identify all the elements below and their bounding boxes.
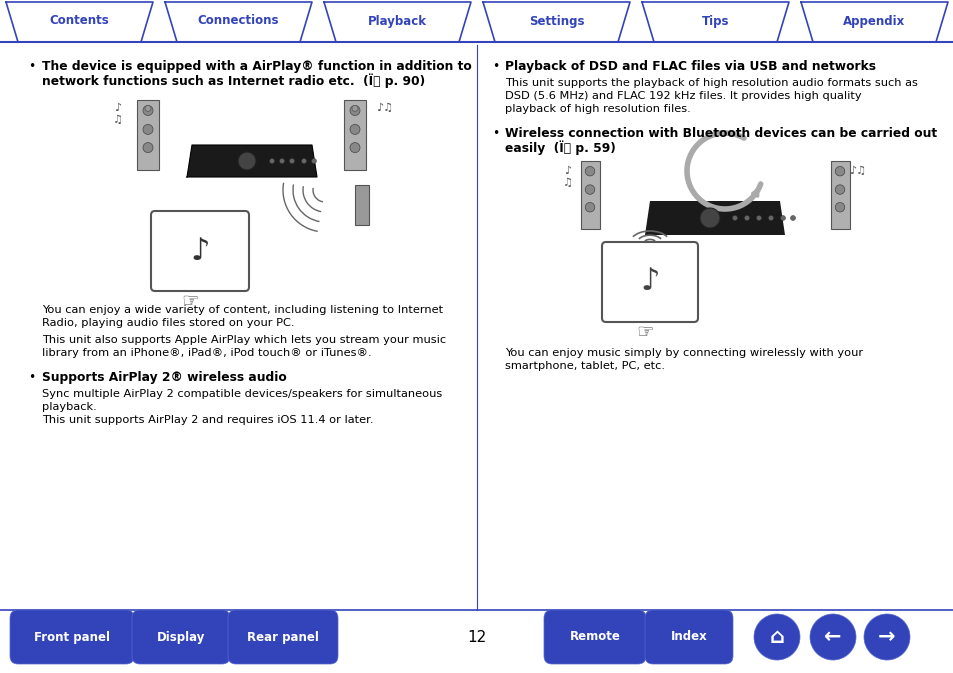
- Text: You can enjoy a wide variety of content, including listening to Internet: You can enjoy a wide variety of content,…: [42, 305, 442, 315]
- Circle shape: [237, 152, 255, 170]
- Text: DSD (5.6 MHz) and FLAC 192 kHz files. It provides high quality: DSD (5.6 MHz) and FLAC 192 kHz files. It…: [504, 91, 861, 101]
- Circle shape: [350, 125, 359, 135]
- Circle shape: [584, 185, 594, 194]
- Circle shape: [352, 106, 357, 112]
- Text: •: •: [492, 127, 498, 140]
- Polygon shape: [644, 201, 784, 235]
- FancyBboxPatch shape: [151, 211, 249, 291]
- Circle shape: [809, 614, 855, 660]
- Circle shape: [350, 106, 359, 116]
- Circle shape: [143, 125, 152, 135]
- Circle shape: [863, 614, 909, 660]
- Text: Tips: Tips: [701, 15, 728, 28]
- Text: Appendix: Appendix: [842, 15, 904, 28]
- Text: playback.: playback.: [42, 402, 96, 412]
- Polygon shape: [482, 2, 629, 42]
- Text: ☞: ☞: [636, 323, 653, 342]
- Text: 12: 12: [467, 629, 486, 645]
- Circle shape: [743, 215, 749, 221]
- Circle shape: [269, 159, 274, 164]
- Polygon shape: [641, 2, 788, 42]
- Text: Rear panel: Rear panel: [247, 631, 318, 643]
- Text: This unit supports the playback of high resolution audio formats such as: This unit supports the playback of high …: [504, 78, 917, 88]
- Polygon shape: [165, 2, 312, 42]
- Text: ♪
♫: ♪ ♫: [562, 166, 573, 188]
- Text: This unit supports AirPlay 2 and requires iOS 11.4 or later.: This unit supports AirPlay 2 and require…: [42, 415, 374, 425]
- Circle shape: [145, 106, 151, 112]
- Polygon shape: [6, 2, 152, 42]
- Text: Wireless connection with Bluetooth devices can be carried out: Wireless connection with Bluetooth devic…: [504, 127, 936, 140]
- Text: Supports AirPlay 2® wireless audio: Supports AirPlay 2® wireless audio: [42, 371, 287, 384]
- Circle shape: [301, 159, 306, 164]
- Text: ♪: ♪: [190, 236, 210, 266]
- Text: ♪♫: ♪♫: [848, 166, 865, 176]
- Text: ☞: ☞: [181, 292, 198, 311]
- Text: Index: Index: [670, 631, 706, 643]
- Text: ♪
♫: ♪ ♫: [112, 103, 123, 125]
- Bar: [344, 100, 366, 170]
- Circle shape: [143, 106, 152, 116]
- Text: Sync multiple AirPlay 2 compatible devices/speakers for simultaneous: Sync multiple AirPlay 2 compatible devic…: [42, 389, 442, 399]
- FancyBboxPatch shape: [644, 610, 732, 664]
- Polygon shape: [801, 2, 947, 42]
- Text: ←: ←: [823, 627, 841, 647]
- Text: ⌂: ⌂: [769, 627, 783, 647]
- Circle shape: [835, 166, 843, 176]
- Text: easily  (Ï p. 59): easily (Ï p. 59): [504, 140, 615, 155]
- FancyBboxPatch shape: [601, 242, 698, 322]
- Circle shape: [835, 203, 843, 212]
- Circle shape: [312, 159, 316, 164]
- Bar: [355, 185, 369, 225]
- Circle shape: [835, 185, 843, 194]
- Circle shape: [756, 215, 760, 221]
- Circle shape: [700, 208, 720, 228]
- Text: Radio, playing audio files stored on your PC.: Radio, playing audio files stored on you…: [42, 318, 294, 328]
- Bar: [830, 161, 849, 229]
- Bar: [580, 161, 599, 229]
- Circle shape: [350, 143, 359, 153]
- Text: Contents: Contents: [50, 15, 110, 28]
- Text: •: •: [492, 60, 498, 73]
- Text: Display: Display: [156, 631, 205, 643]
- FancyBboxPatch shape: [132, 610, 230, 664]
- Circle shape: [780, 215, 784, 221]
- Circle shape: [790, 215, 795, 221]
- Text: ♪♫: ♪♫: [376, 103, 394, 113]
- Text: You can enjoy music simply by connecting wirelessly with your: You can enjoy music simply by connecting…: [504, 348, 862, 358]
- Text: Front panel: Front panel: [34, 631, 110, 643]
- Text: •: •: [28, 60, 35, 73]
- Text: Remote: Remote: [569, 631, 619, 643]
- Bar: [137, 100, 159, 170]
- Circle shape: [289, 159, 294, 164]
- Text: Playback of DSD and FLAC files via USB and networks: Playback of DSD and FLAC files via USB a…: [504, 60, 875, 73]
- Text: playback of high resolution files.: playback of high resolution files.: [504, 104, 690, 114]
- Text: network functions such as Internet radio etc.  (Ï p. 90): network functions such as Internet radio…: [42, 73, 425, 87]
- FancyBboxPatch shape: [543, 610, 645, 664]
- Text: smartphone, tablet, PC, etc.: smartphone, tablet, PC, etc.: [504, 361, 664, 371]
- Text: •: •: [28, 371, 35, 384]
- Text: This unit also supports Apple AirPlay which lets you stream your music: This unit also supports Apple AirPlay wh…: [42, 335, 446, 345]
- Circle shape: [584, 203, 594, 212]
- Polygon shape: [324, 2, 471, 42]
- Text: →: →: [878, 627, 895, 647]
- Text: ♪: ♪: [639, 267, 659, 297]
- Text: Settings: Settings: [528, 15, 583, 28]
- Circle shape: [768, 215, 773, 221]
- Circle shape: [732, 215, 737, 221]
- Circle shape: [753, 614, 800, 660]
- Circle shape: [584, 166, 594, 176]
- Polygon shape: [187, 145, 316, 177]
- Text: Connections: Connections: [197, 15, 279, 28]
- FancyBboxPatch shape: [228, 610, 337, 664]
- FancyBboxPatch shape: [10, 610, 133, 664]
- Text: library from an iPhone®, iPad®, iPod touch® or iTunes®.: library from an iPhone®, iPad®, iPod tou…: [42, 348, 372, 358]
- Circle shape: [143, 143, 152, 153]
- Circle shape: [279, 159, 284, 164]
- Text: The device is equipped with a AirPlay® function in addition to: The device is equipped with a AirPlay® f…: [42, 60, 471, 73]
- Text: Playback: Playback: [368, 15, 427, 28]
